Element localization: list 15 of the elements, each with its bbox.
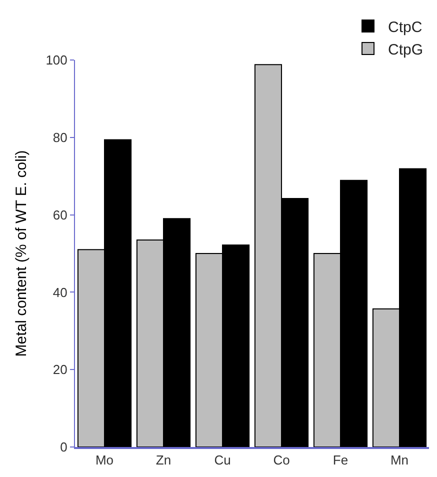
- y-axis-title: Metal content (% of WT E. coli): [12, 150, 30, 357]
- x-tick-label: Mo: [95, 452, 114, 468]
- legend-label: CtpG: [388, 41, 424, 58]
- x-tick-label: Zn: [156, 452, 172, 468]
- y-tick-label: 60: [52, 207, 68, 222]
- x-tick-label: Cu: [214, 452, 231, 468]
- y-tick-label: 100: [46, 52, 68, 68]
- y-tick-label: 0: [60, 440, 68, 455]
- legend-label: CtpC: [388, 18, 422, 36]
- x-tick-label: Co: [273, 452, 290, 468]
- y-tick-label: 20: [52, 362, 68, 378]
- y-tick-label: 80: [52, 130, 68, 145]
- x-tick-label: Mn: [390, 452, 409, 468]
- x-tick-label: Fe: [332, 452, 348, 468]
- y-tick-label: 40: [52, 284, 68, 300]
